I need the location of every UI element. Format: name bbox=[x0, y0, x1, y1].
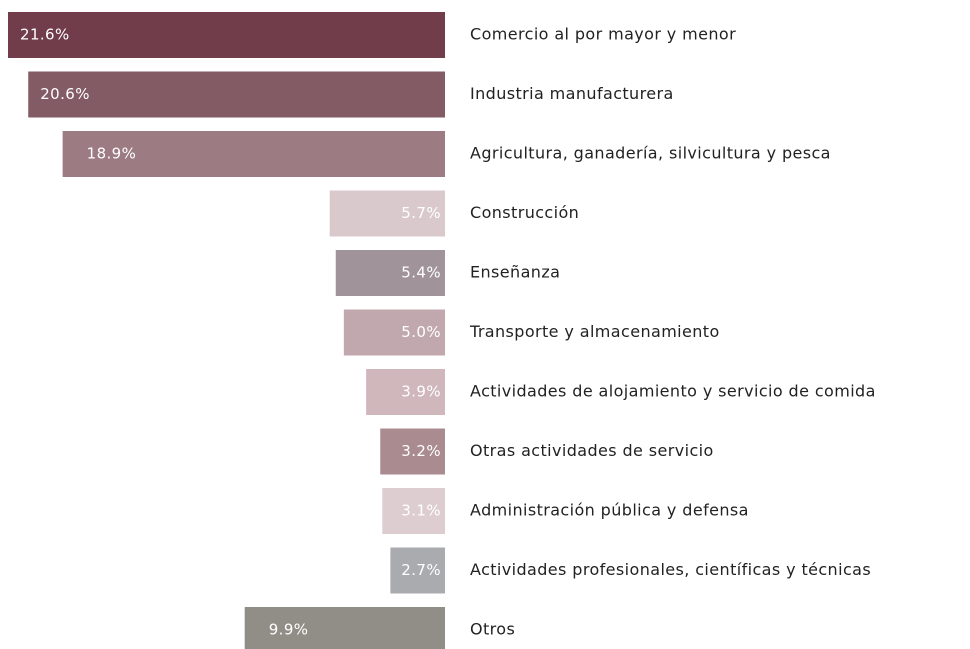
category-label: Administración pública y defensa bbox=[470, 501, 749, 520]
category-label: Industria manufacturera bbox=[470, 84, 674, 103]
category-label: Otros bbox=[470, 620, 515, 639]
category-label: Construcción bbox=[470, 203, 579, 222]
bar bbox=[335, 250, 445, 296]
bar bbox=[62, 131, 445, 177]
bar bbox=[244, 607, 445, 649]
bar bbox=[382, 488, 445, 534]
category-label: Transporte y almacenamiento bbox=[469, 322, 720, 341]
bar bbox=[329, 190, 445, 237]
value-label: 3.2% bbox=[401, 442, 441, 460]
bar bbox=[366, 369, 445, 415]
bar bbox=[390, 547, 445, 594]
value-label: 3.1% bbox=[401, 502, 441, 520]
category-label: Comercio al por mayor y menor bbox=[470, 25, 736, 44]
category-label: Agricultura, ganadería, silvicultura y p… bbox=[470, 144, 831, 163]
value-label: 2.7% bbox=[401, 561, 441, 579]
bar bbox=[8, 12, 445, 58]
value-label: 18.9% bbox=[87, 145, 137, 163]
bar bbox=[380, 428, 445, 475]
bar bbox=[28, 71, 446, 118]
category-label: Actividades de alojamiento y servicio de… bbox=[470, 382, 876, 401]
value-label: 20.6% bbox=[40, 85, 90, 103]
value-label: 5.7% bbox=[401, 204, 441, 222]
category-label: Otras actividades de servicio bbox=[470, 441, 714, 460]
value-label: 3.9% bbox=[401, 383, 441, 401]
value-label: 21.6% bbox=[20, 26, 70, 44]
value-label: 5.4% bbox=[401, 264, 441, 282]
bar bbox=[343, 309, 445, 356]
value-label: 5.0% bbox=[401, 323, 441, 341]
category-label: Actividades profesionales, científicas y… bbox=[470, 560, 871, 579]
value-label: 9.9% bbox=[269, 621, 309, 639]
category-label: Enseñanza bbox=[470, 263, 560, 282]
